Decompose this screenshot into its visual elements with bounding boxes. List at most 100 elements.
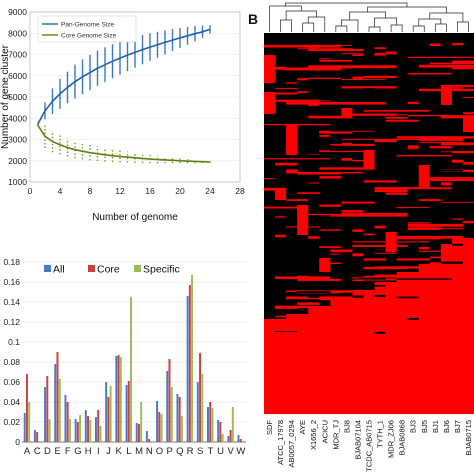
- cog-bar-core-J: [107, 397, 110, 442]
- cog-bar-specific-E: [58, 379, 61, 442]
- heatmap-gene-segment: [429, 294, 452, 296]
- pan-genome-curve: [36, 28, 211, 125]
- heatmap-gene-segment: [330, 286, 342, 288]
- heatmap-gene-segment: [308, 279, 342, 283]
- heatmap-gene-segment: [374, 300, 397, 303]
- pangenome-x-tick-label: 8: [88, 186, 93, 196]
- strain-label: BJ6: [442, 420, 451, 433]
- gene-presence-heatmap: B SDF ATCC_17978 AB0057_0294 AYE X1656_2 ACIC…: [248, 2, 474, 472]
- cog-bar-all-J: [105, 382, 108, 442]
- heatmap-gene-segment: [440, 201, 474, 203]
- heatmap-gene-segment: [374, 52, 386, 56]
- heatmap-gene-segment: [374, 187, 430, 188]
- heatmap-gene-segment: [374, 294, 386, 297]
- heatmap-gene-segment: [297, 172, 342, 175]
- cog-category-label: J: [106, 446, 111, 457]
- cog-bar-all-S: [196, 382, 199, 442]
- heatmap-gene-segment: [308, 182, 320, 184]
- heatmap-gene-segment: [462, 220, 474, 224]
- heatmap-gene-segment: [297, 215, 331, 217]
- heatmap-gene-segment: [275, 331, 298, 332]
- heatmap-gene-segment: [385, 283, 397, 287]
- heatmap-gene-segment: [275, 67, 320, 70]
- heatmap-gene-segment: [319, 296, 353, 299]
- cog-bar-core-R: [188, 285, 191, 442]
- cog-bar-all-M: [135, 423, 138, 442]
- heatmap-gene-segment: [341, 143, 375, 146]
- cog-category-label: R: [187, 446, 194, 457]
- cog-bar-all-H: [84, 410, 87, 442]
- cog-bar-core-E: [56, 352, 59, 442]
- heatmap-gene-segment: [264, 178, 276, 179]
- heatmap-gene-segment: [297, 91, 309, 94]
- cog-bar-all-W: [237, 435, 240, 442]
- heatmap-gene-segment: [396, 127, 408, 131]
- heatmap-gene-segment: [297, 275, 309, 278]
- strain-label: AB0057_0294: [287, 420, 296, 468]
- heatmap-gene-segment: [275, 235, 287, 237]
- cog-bar-all-D: [44, 387, 47, 442]
- heatmap-gene-segment: [396, 301, 463, 303]
- heatmap-gene-segment: [385, 119, 419, 122]
- heatmap-gene-segment: [451, 295, 474, 298]
- cog-category-label: S: [197, 446, 203, 457]
- dendrogram-branch: [285, 10, 317, 20]
- heatmap-gene-segment: [440, 299, 474, 302]
- heatmap-gene-segment: [407, 315, 419, 317]
- heatmap-gene-segment: [396, 235, 463, 239]
- strain-label: TYTH_1: [376, 420, 385, 448]
- strain-label: BJ5: [420, 420, 429, 433]
- cog-bar-specific-P: [170, 387, 173, 442]
- pangenome-y-tick-label: 3000: [8, 135, 27, 145]
- heatmap-gene-segment: [308, 77, 342, 79]
- cog-y-tick-label: 0.18: [3, 257, 20, 267]
- heatmap-gene-segment: [363, 253, 419, 256]
- heatmap-gene-segment: [407, 227, 441, 230]
- heatmap-gene-segment: [308, 100, 331, 102]
- cog-category-label: G: [74, 446, 81, 457]
- heatmap-gene-segment: [308, 65, 397, 69]
- heatmap-gene-segment: [363, 233, 375, 236]
- heatmap-gene-segment: [407, 298, 419, 300]
- dendrogram-branch: [280, 19, 292, 32]
- heatmap-gene-segment: [418, 247, 430, 250]
- heatmap-gene-segment: [286, 199, 309, 201]
- heatmap-gene-segment: [440, 307, 474, 310]
- heatmap-gene-segment: [264, 99, 320, 102]
- heatmap-specific-block: [418, 165, 430, 187]
- heatmap-gene-segment: [396, 206, 408, 209]
- heatmap-gene-segment: [352, 113, 397, 116]
- heatmap-gene-segment: [264, 299, 320, 302]
- heatmap-gene-segment: [374, 225, 386, 229]
- cog-legend-label-specific: Specific: [143, 264, 180, 276]
- heatmap-gene-segment: [418, 224, 430, 227]
- heatmap-gene-segment: [418, 199, 441, 201]
- heatmap-gene-segment: [363, 257, 386, 261]
- heatmap-gene-segment: [308, 306, 320, 310]
- heatmap-gene-segment: [407, 101, 419, 105]
- cog-bar-core-P: [168, 359, 171, 442]
- dendrogram-branch: [429, 12, 464, 22]
- cog-y-tick-label: 0: [15, 437, 20, 447]
- heatmap-gene-segment: [264, 321, 320, 324]
- heatmap-gene-segment: [440, 116, 474, 119]
- heatmap-gene-segment: [341, 86, 397, 89]
- heatmap-gene-segment: [330, 105, 397, 109]
- cog-bar-specific-A: [28, 402, 31, 442]
- strain-label: ACICU: [320, 420, 329, 443]
- heatmap-gene-segment: [451, 218, 463, 220]
- heatmap-gene-segment: [308, 236, 320, 239]
- heatmap-gene-segment: [429, 43, 441, 46]
- heatmap-gene-segment: [341, 210, 364, 213]
- heatmap-gene-segment: [374, 274, 397, 276]
- cog-bar-core-K: [117, 355, 120, 442]
- legend-label-pan: Pan-Genome Size: [61, 22, 114, 29]
- strain-label: X1656_2: [309, 420, 318, 450]
- heatmap-gene-segment: [286, 291, 331, 293]
- heatmap-gene-segment: [319, 246, 342, 248]
- heatmap-gene-segment: [407, 72, 452, 75]
- dendrogram-branch: [269, 5, 302, 32]
- cog-bar-all-L: [125, 385, 128, 442]
- dendrogram-branch: [285, 2, 408, 7]
- heatmap-gene-segment: [407, 115, 452, 117]
